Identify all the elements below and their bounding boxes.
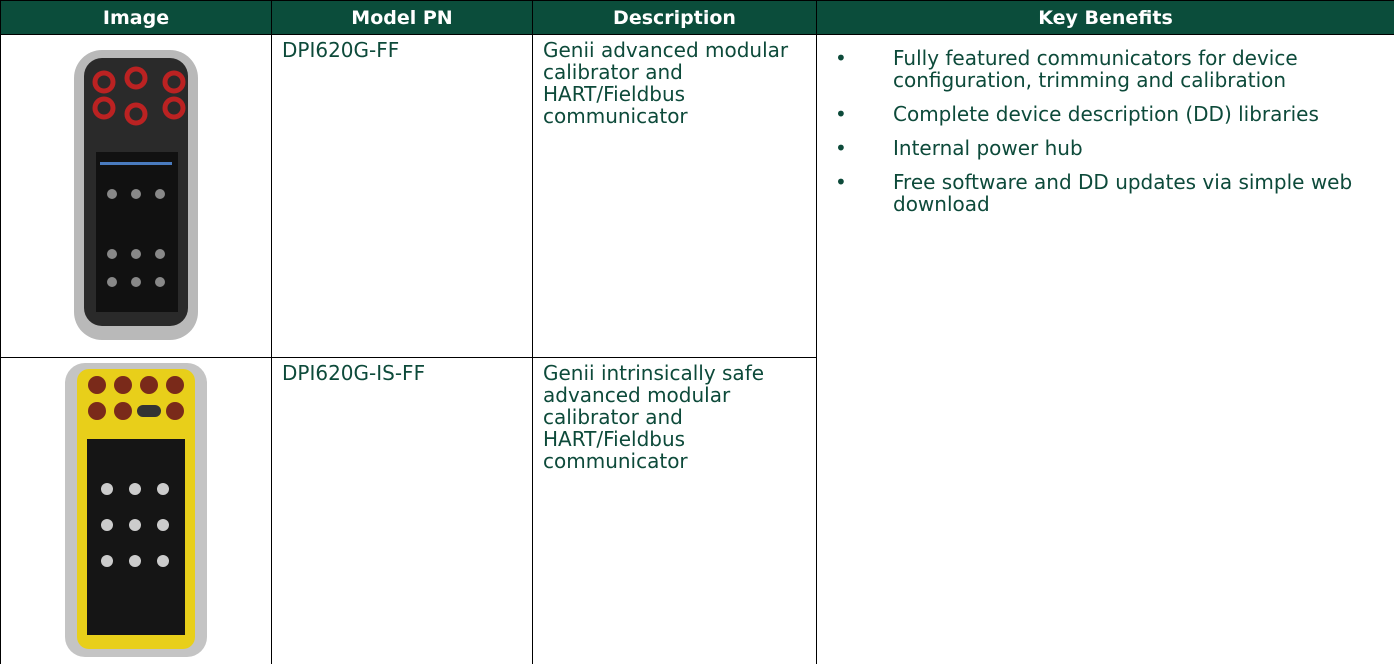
column-header: Key Benefits [816,0,1394,35]
benefit-item: Complete device description (DD) librari… [835,103,1380,125]
benefit-list: Fully featured communicators for device … [835,47,1380,215]
benefit-item: Internal power hub [835,137,1380,159]
key-benefits-cell: Fully featured communicators for device … [816,34,1394,664]
table-row: DPI620G-FF Genii advanced modular calibr… [0,34,1394,664]
description: Genii intrinsically safe advanced modula… [532,357,817,664]
column-header: Image [0,0,272,35]
model-pn: DPI620G-IS-FF [271,357,533,664]
description: Genii advanced modular calibrator and HA… [532,34,817,358]
header-row: Image Model PN Description Key Benefits [0,0,1394,35]
table-row: DPI620G-IS-FF Genii intrinsically safe a… [0,357,1394,664]
device-image [74,50,198,340]
model-pn: DPI620G-FF [271,34,533,358]
benefit-item: Fully featured communicators for device … [835,47,1380,91]
image-cell [0,34,272,358]
image-cell [0,357,272,664]
column-header: Description [532,0,817,35]
device-image [65,363,207,657]
column-header: Model PN [271,0,533,35]
benefit-item: Free software and DD updates via simple … [835,171,1380,215]
